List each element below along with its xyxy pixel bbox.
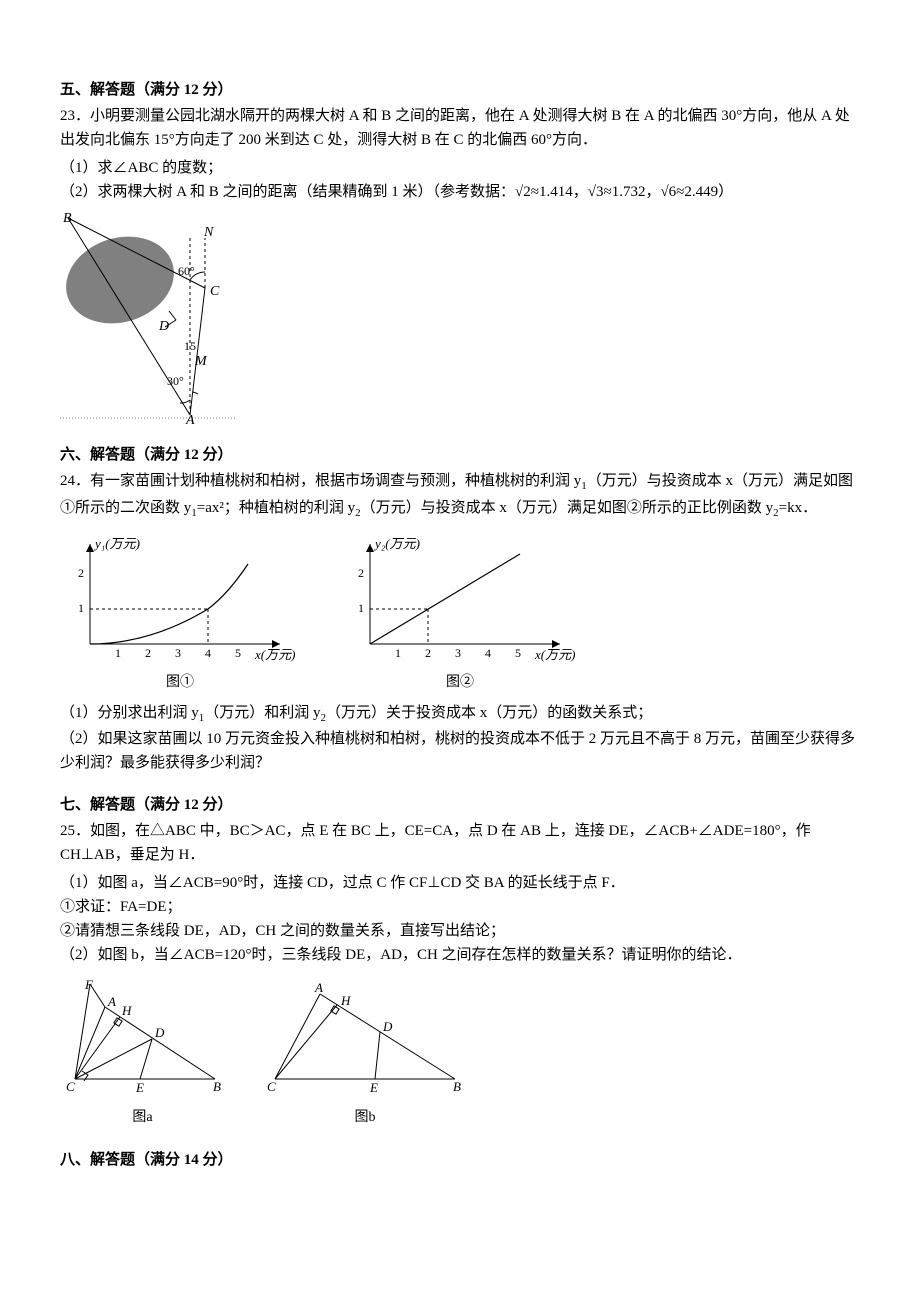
chart-2: y₂(万元) x(万元) 1 2 3 4 5 1 2 [340, 534, 580, 664]
fig2-label: 图② [446, 672, 474, 694]
q23-text: 23．小明要测量公园北湖水隔开的两棵大树 A 和 B 之间的距离，他在 A 处测… [60, 104, 860, 152]
svg-text:x(万元): x(万元) [254, 647, 295, 662]
svg-text:3: 3 [455, 646, 461, 660]
svg-text:E: E [369, 1080, 378, 1095]
svg-text:2: 2 [78, 566, 84, 580]
svg-text:5: 5 [235, 646, 241, 660]
svg-text:E: E [135, 1080, 144, 1095]
svg-text:2: 2 [145, 646, 151, 660]
section-8-title: 八、解答题（满分 14 分） [60, 1148, 860, 1172]
q25-part1: （1）如图 a，当∠ACB=90°时，连接 CD，过点 C 作 CF⊥CD 交 … [60, 871, 860, 895]
svg-text:y₁(万元): y₁(万元) [93, 536, 140, 551]
svg-text:4: 4 [205, 646, 211, 660]
q23-diagram: A B N C D M 30° 15 60° [60, 210, 235, 425]
svg-text:B: B [213, 1079, 221, 1094]
section-5-title: 五、解答题（满分 12 分） [60, 78, 860, 102]
svg-text:D: D [154, 1025, 165, 1040]
svg-text:3: 3 [175, 646, 181, 660]
svg-text:x(万元): x(万元) [534, 647, 575, 662]
q25-part1b: ②请猜想三条线段 DE，AD，CH 之间的数量关系，直接写出结论； [60, 919, 860, 943]
section-7-title: 七、解答题（满分 12 分） [60, 793, 860, 817]
svg-text:15: 15 [184, 339, 196, 353]
q24-text: 24．有一家苗圃计划种植桃树和柏树，根据市场调查与预测，种植桃树的利润 y1（万… [60, 469, 860, 522]
q25-part1a: ①求证：FA=DE； [60, 895, 860, 919]
svg-text:4: 4 [485, 646, 491, 660]
figa-label: 图a [132, 1107, 152, 1129]
figure-b: A H D C E B [265, 979, 465, 1099]
q24-part2: （2）如果这家苗圃以 10 万元资金投入种植桃树和柏树，桃树的投资成本不低于 2… [60, 727, 860, 775]
svg-text:A: A [107, 994, 116, 1009]
q23-part2: （2）求两棵大树 A 和 B 之间的距离（结果精确到 1 米）（参考数据：√2≈… [60, 180, 860, 204]
svg-text:5: 5 [515, 646, 521, 660]
q24-part1: （1）分别求出利润 y1（万元）和利润 y2（万元）关于投资成本 x（万元）的函… [60, 701, 860, 728]
q25-figures: F A H D C E B 图a A H D C E B 图b [60, 973, 860, 1129]
svg-text:B: B [453, 1079, 461, 1094]
figb-label: 图b [355, 1107, 376, 1129]
svg-text:M: M [194, 354, 208, 369]
svg-text:y₂(万元): y₂(万元) [373, 536, 420, 551]
svg-text:C: C [210, 284, 220, 299]
svg-text:D: D [382, 1019, 393, 1034]
svg-text:60°: 60° [178, 264, 195, 278]
section-6-title: 六、解答题（满分 12 分） [60, 443, 860, 467]
q23-part1: （1）求∠ABC 的度数； [60, 156, 860, 180]
svg-text:1: 1 [395, 646, 401, 660]
q25-part2: （2）如图 b，当∠ACB=120°时，三条线段 DE，AD，CH 之间存在怎样… [60, 943, 860, 967]
svg-text:H: H [340, 993, 351, 1008]
chart-1: y₁(万元) x(万元) 1 2 3 4 5 1 2 [60, 534, 300, 664]
svg-text:F: F [84, 979, 94, 992]
svg-text:A: A [314, 980, 323, 995]
q24-charts: y₁(万元) x(万元) 1 2 3 4 5 1 2 图① y₂(万元) x(万… [60, 528, 860, 694]
svg-text:2: 2 [358, 566, 364, 580]
svg-text:1: 1 [78, 601, 84, 615]
svg-text:1: 1 [358, 601, 364, 615]
q25-text: 25．如图，在△ABC 中，BC＞AC，点 E 在 BC 上，CE=CA，点 D… [60, 819, 860, 867]
svg-text:N: N [203, 225, 214, 240]
svg-text:H: H [121, 1003, 132, 1018]
fig1-label: 图① [166, 672, 194, 694]
figure-a: F A H D C E B [60, 979, 225, 1099]
svg-text:D: D [158, 319, 169, 334]
svg-text:B: B [63, 211, 72, 226]
svg-text:C: C [66, 1079, 75, 1094]
svg-text:30°: 30° [167, 374, 184, 388]
svg-text:C: C [267, 1079, 276, 1094]
svg-text:2: 2 [425, 646, 431, 660]
svg-text:1: 1 [115, 646, 121, 660]
